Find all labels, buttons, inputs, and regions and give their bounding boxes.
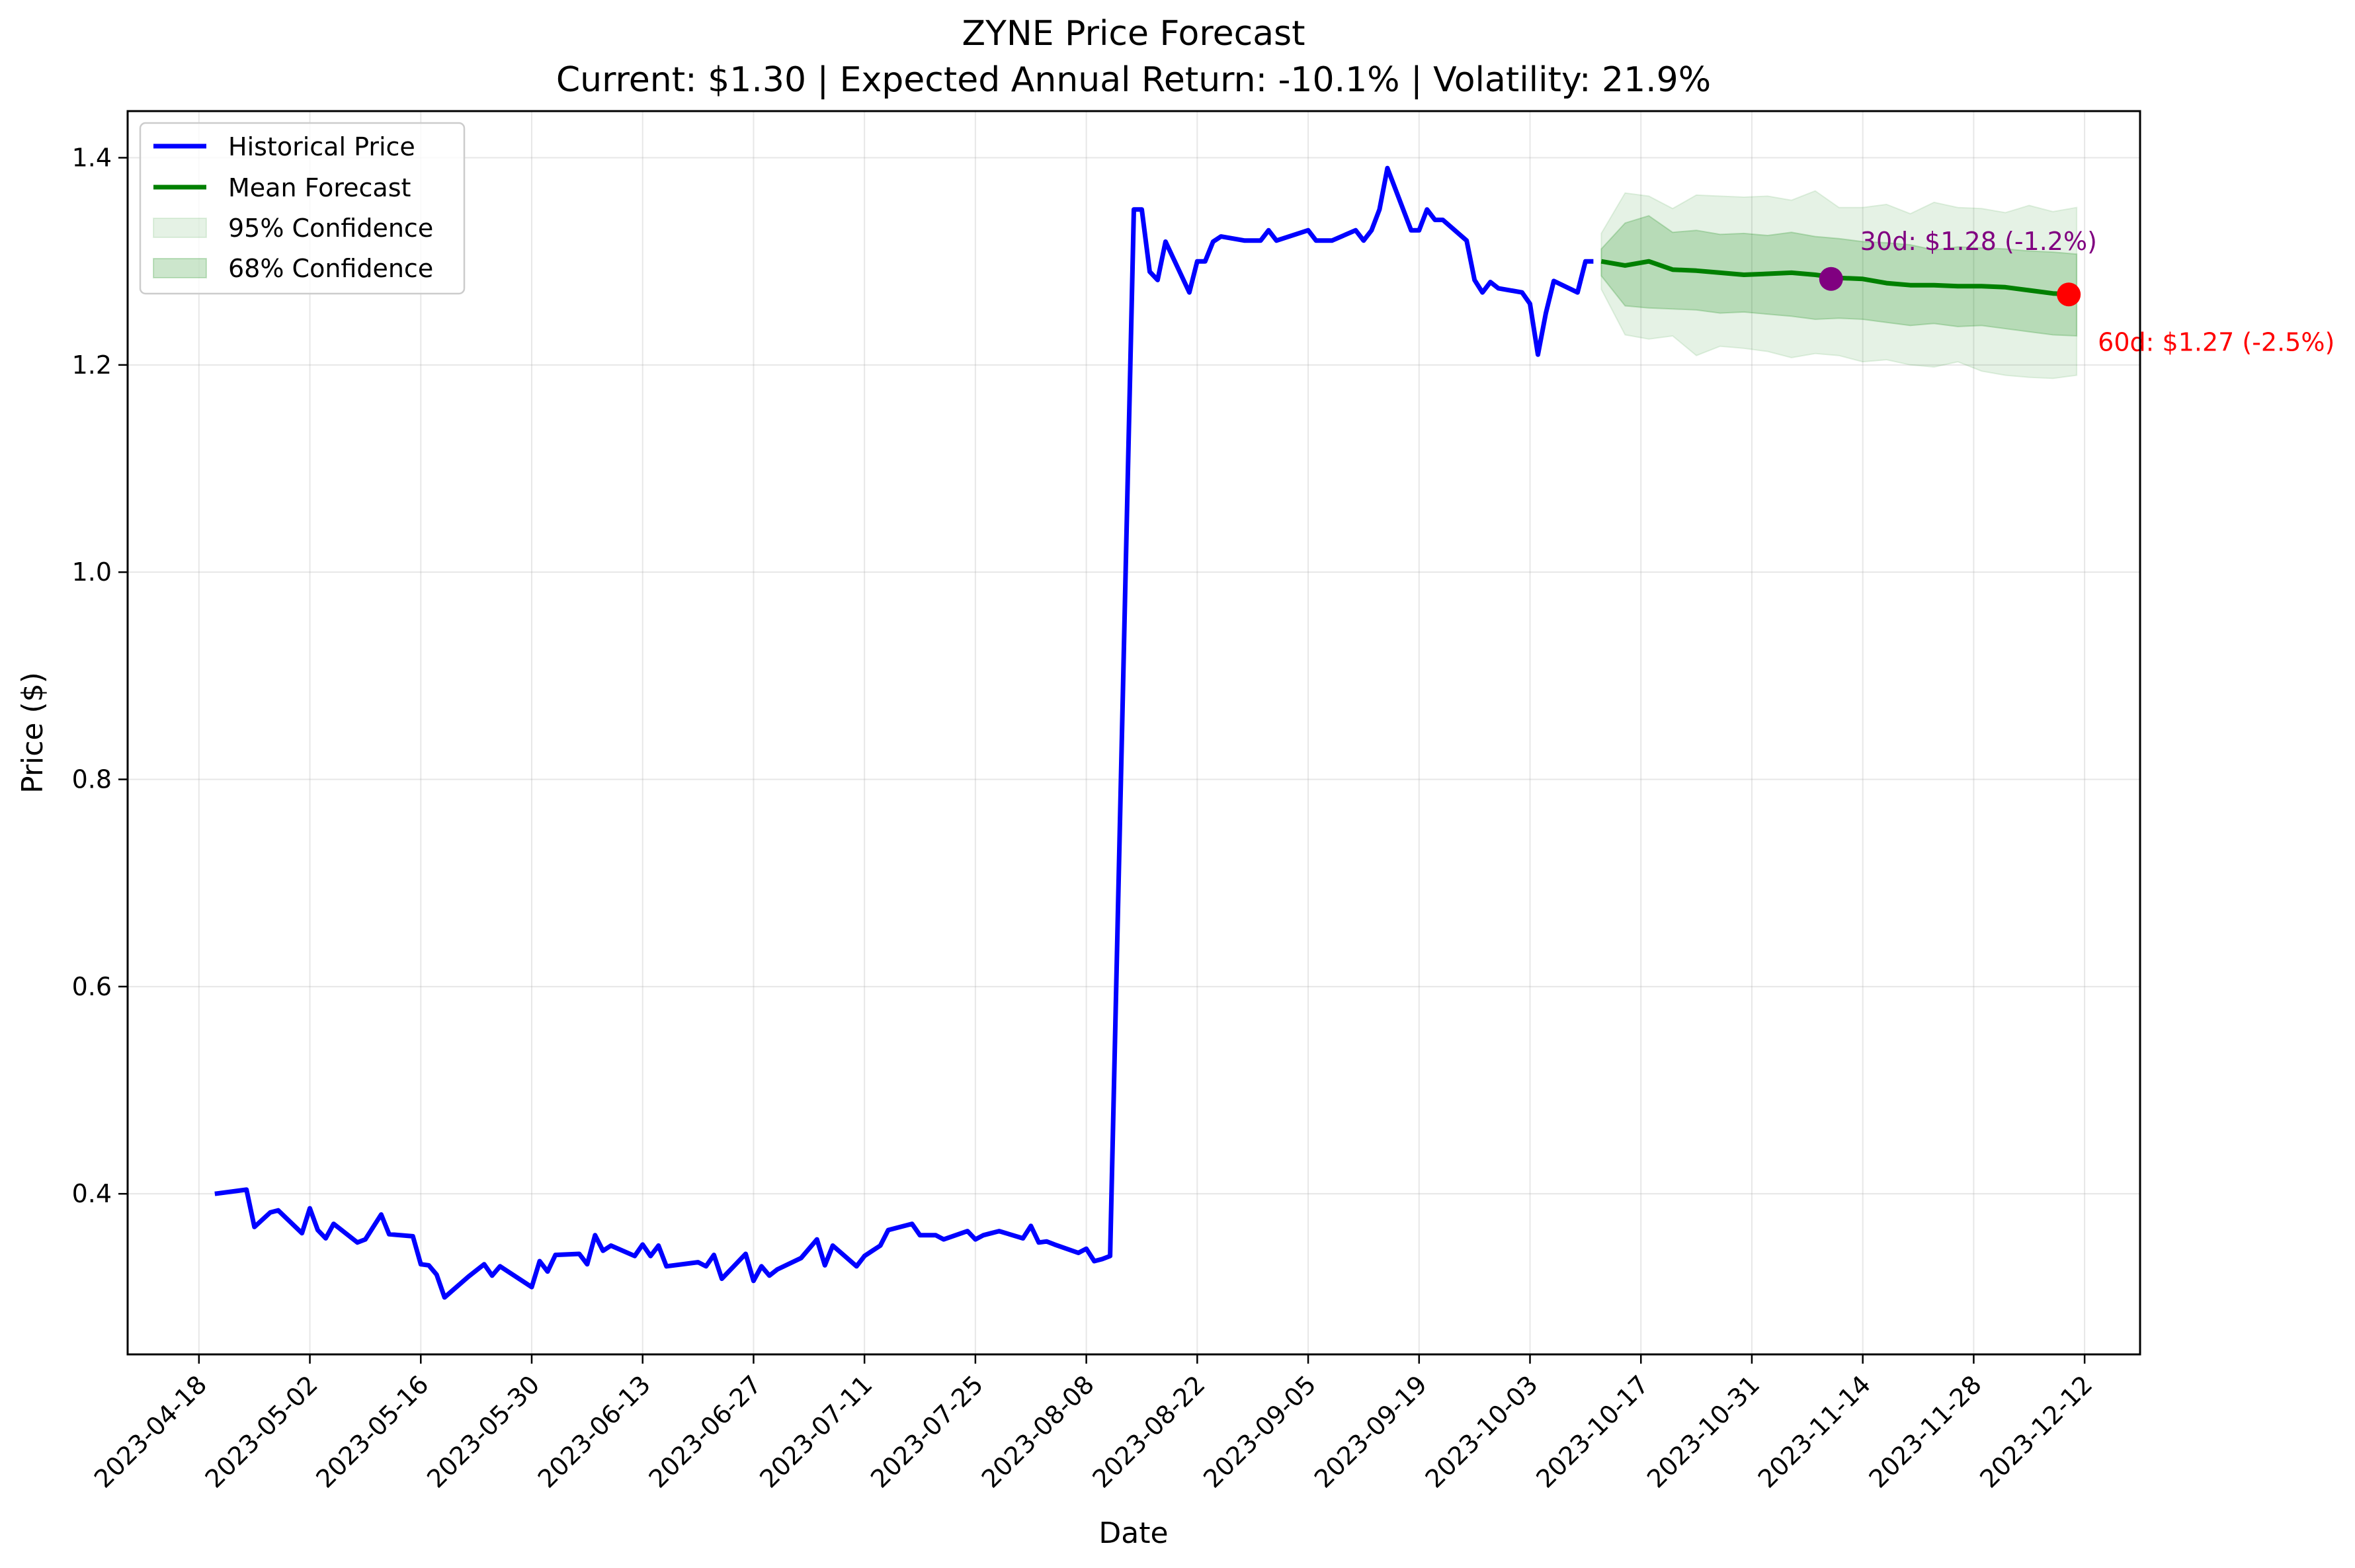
chart-subtitle: Current: $1.30 | Expected Annual Return:… — [556, 60, 1711, 100]
legend-swatch-95-confidence — [153, 218, 207, 238]
y-tick-label: 1.2 — [72, 351, 112, 380]
forecast-30d-label: 30d: $1.28 (-1.2%) — [1860, 227, 2097, 256]
legend-label-68-confidence: 68% Confidence — [228, 254, 433, 283]
grid-lines — [128, 111, 2140, 1354]
y-tick-label: 0.6 — [72, 972, 112, 1001]
y-tick-label: 1.0 — [72, 557, 112, 587]
chart-legend: Historical Price Mean Forecast 95% Confi… — [139, 122, 466, 295]
legend-label-historical: Historical Price — [228, 132, 415, 161]
legend-label-95-confidence: 95% Confidence — [228, 214, 433, 243]
y-tick-label: 1.4 — [72, 144, 112, 173]
legend-box — [139, 122, 466, 295]
y-axis-ticks: 0.4 0.6 0.8 1.0 1.2 1.4 — [72, 144, 128, 1208]
legend-label-forecast: Mean Forecast — [228, 173, 411, 202]
forecast-markers: 30d: $1.28 (-1.2%) 60d: $1.27 (-2.5%) — [1819, 227, 2334, 356]
y-tick-label: 0.4 — [72, 1179, 112, 1208]
y-axis-label: Price ($) — [16, 672, 50, 794]
forecast-30d-marker — [1819, 267, 1843, 291]
y-tick-label: 0.8 — [72, 765, 112, 794]
legend-swatch-68-confidence — [153, 258, 207, 278]
x-axis-label: Date — [1098, 1516, 1168, 1550]
forecast-60d-marker — [2057, 282, 2081, 307]
chart-title: ZYNE Price Forecast — [962, 14, 1305, 54]
historical-price-line — [214, 165, 1594, 1300]
plot-area-frame — [126, 110, 2141, 1356]
forecast-60d-label: 60d: $1.27 (-2.5%) — [2098, 327, 2334, 356]
